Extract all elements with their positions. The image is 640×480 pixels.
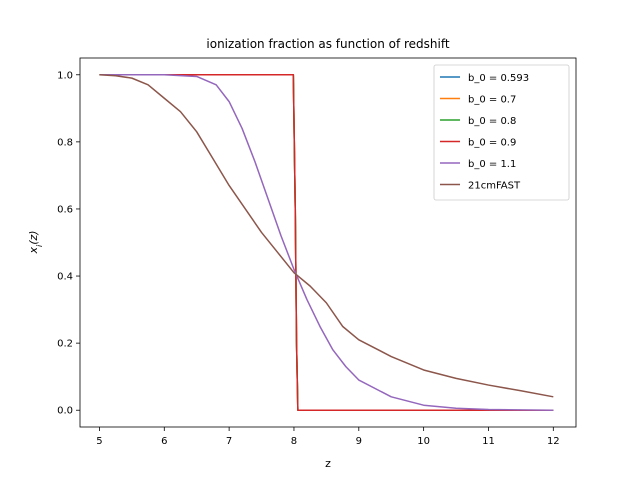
x-axis-ticks: 5 6 7 8 9 10 11 12 <box>96 427 560 447</box>
legend-label: 21cmFAST <box>468 181 521 192</box>
x-tick-label: 9 <box>356 436 362 447</box>
y-axis-ticks: 0.0 0.2 0.4 0.6 0.8 1.0 <box>57 70 80 417</box>
series-line-5 <box>99 74 554 411</box>
y-tick-label: 0.2 <box>57 339 73 350</box>
legend-box <box>433 64 570 201</box>
x-tick-label: 10 <box>417 436 430 447</box>
x-tick-label: 12 <box>547 436 560 447</box>
legend: b_0 = 0.593 b_0 = 0.7 b_0 = 0.8 b_0 = 0.9 b_… <box>433 64 570 201</box>
y-tick-label: 1.0 <box>57 70 73 81</box>
x-tick-label: 11 <box>482 436 495 447</box>
legend-label: b_0 = 0.9 <box>468 138 516 149</box>
x-tick-label: 6 <box>161 436 167 447</box>
chart-title: ionization fraction as function of redsh… <box>206 37 449 51</box>
axes-frame <box>79 57 577 428</box>
legend-label: b_0 = 1.1 <box>468 159 516 170</box>
x-tick-label: 7 <box>226 436 232 447</box>
x-axis-label: z <box>325 457 331 470</box>
y-tick-label: 0.0 <box>57 406 73 417</box>
series-line-6 <box>99 74 554 398</box>
legend-label: b_0 = 0.8 <box>468 116 516 127</box>
y-tick-label: 0.4 <box>57 272 73 283</box>
y-tick-label: 0.6 <box>57 204 73 215</box>
x-tick-label: 5 <box>96 436 102 447</box>
series-layer <box>99 74 554 411</box>
y-tick-label: 0.8 <box>57 137 73 148</box>
legend-label: b_0 = 0.7 <box>468 95 516 106</box>
series-line-4 <box>99 74 554 411</box>
legend-label: b_0 = 0.593 <box>468 73 529 84</box>
x-tick-label: 8 <box>291 436 297 447</box>
y-axis-label: xi(z) <box>27 230 44 254</box>
